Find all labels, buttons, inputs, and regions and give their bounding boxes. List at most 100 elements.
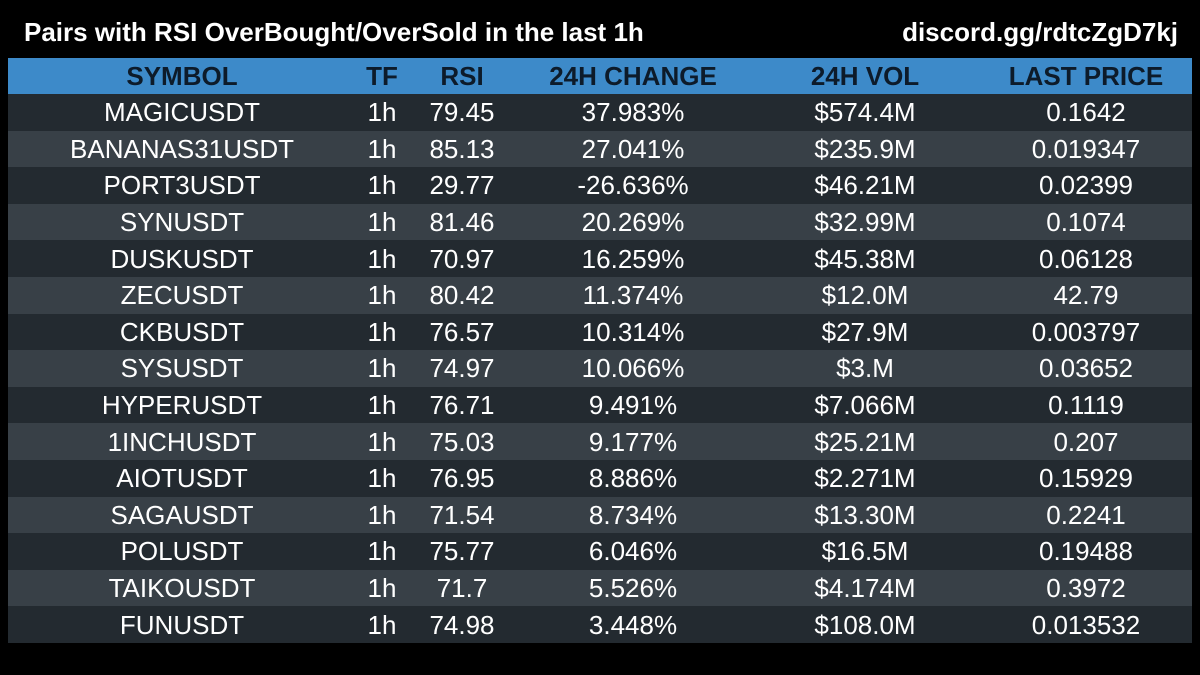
price-cell: 0.06128 (1039, 243, 1133, 274)
price-cell: 0.003797 (1031, 316, 1141, 347)
volume-cell: $12.0M (821, 280, 909, 311)
change-cell: 8.886% (588, 463, 678, 494)
change-cell: 8.734% (588, 499, 678, 530)
tf-cell: 1h (367, 280, 397, 311)
symbol-cell: SAGAUSDT (110, 499, 254, 530)
price-cell: 0.019347 (1031, 133, 1141, 164)
tf-cell: 1h (367, 353, 397, 384)
price-cell: 0.1074 (1046, 207, 1126, 238)
volume-cell: $574.4M (814, 97, 916, 128)
tf-cell: 1h (367, 207, 397, 238)
column-header-24h-vol: 24H VOL (810, 61, 920, 91)
rsi-cell: 75.03 (429, 426, 495, 457)
table-row: TAIKOUSDT 1h 71.7 5.526% $4.174M 0.3972 (8, 569, 1192, 607)
table-row: SYSUSDT 1h 74.97 10.066% $3.M 0.03652 (8, 350, 1192, 387)
change-cell: 37.983% (581, 97, 685, 128)
tf-cell: 1h (367, 316, 397, 347)
volume-cell: $32.99M (814, 207, 916, 238)
price-cell: 0.15929 (1039, 463, 1133, 494)
column-header-symbol: SYMBOL (126, 61, 238, 91)
table-row: MAGICUSDT 1h 79.45 37.983% $574.4M 0.1642 (8, 94, 1192, 131)
change-cell: 10.314% (581, 316, 685, 347)
tf-cell: 1h (367, 133, 397, 164)
volume-cell: $45.38M (814, 243, 916, 274)
tf-cell: 1h (367, 463, 397, 494)
table-row: SYNUSDT 1h 81.46 20.269% $32.99M 0.1074 (8, 203, 1192, 241)
column-header-rsi: RSI (440, 61, 484, 91)
symbol-cell: SYSUSDT (120, 353, 244, 384)
volume-cell: $16.5M (821, 536, 909, 567)
change-cell: 16.259% (581, 243, 685, 274)
table-row: BANANAS31USDT 1h 85.13 27.041% $235.9M 0.0193… (8, 130, 1192, 168)
symbol-cell: PORT3USDT (103, 170, 261, 201)
volume-cell: $46.21M (814, 170, 916, 201)
table-row: CKBUSDT 1h 76.57 10.314% $27.9M 0.003797 (8, 313, 1192, 351)
tf-cell: 1h (367, 573, 397, 604)
change-cell: -26.636% (577, 170, 689, 201)
table-row: ZECUSDT 1h 80.42 11.374% $12.0M 42.79 (8, 276, 1192, 314)
page-title: Pairs with RSI OverBought/OverSold in th… (24, 17, 644, 47)
rsi-cell: 74.98 (429, 609, 495, 640)
price-cell: 0.013532 (1031, 609, 1141, 640)
change-cell: 20.269% (581, 207, 685, 238)
volume-cell: $4.174M (814, 573, 916, 604)
price-cell: 0.1119 (1048, 390, 1124, 421)
volume-cell: $7.066M (814, 390, 916, 421)
change-cell: 3.448% (588, 609, 678, 640)
table-row: POLUSDT 1h 75.77 6.046% $16.5M 0.19488 (8, 533, 1192, 570)
symbol-cell: DUSKUSDT (110, 243, 254, 274)
rsi-cell: 75.77 (429, 536, 495, 567)
table-header-row: SYMBOL TF RSI 24H CHANGE 24H VOL LAST PR… (8, 58, 1192, 94)
table-row: HYPERUSDT 1h 76.71 9.491% $7.066M 0.1119 (8, 386, 1192, 424)
table-body: MAGICUSDT 1h 79.45 37.983% $574.4M 0.1642 BANA… (8, 94, 1192, 643)
volume-cell: $235.9M (814, 133, 916, 164)
volume-cell: $25.21M (814, 426, 916, 457)
change-cell: 9.491% (588, 390, 678, 421)
tf-cell: 1h (367, 609, 397, 640)
tf-cell: 1h (367, 426, 397, 457)
rsi-cell: 76.95 (429, 463, 495, 494)
change-cell: 27.041% (581, 133, 685, 164)
volume-cell: $108.0M (814, 609, 916, 640)
price-cell: 0.2241 (1046, 499, 1126, 530)
change-cell: 11.374% (582, 280, 684, 311)
tf-cell: 1h (367, 97, 397, 128)
table-row: AIOTUSDT 1h 76.95 8.886% $2.271M 0.15929 (8, 459, 1192, 497)
rsi-cell: 79.45 (429, 97, 495, 128)
price-cell: 0.02399 (1039, 170, 1133, 201)
change-cell: 5.526% (588, 573, 678, 604)
table-row: DUSKUSDT 1h 70.97 16.259% $45.38M 0.06128 (8, 240, 1192, 277)
price-cell: 0.207 (1053, 426, 1119, 457)
discord-link[interactable]: discord.gg/rdtcZgD7kj (902, 17, 1178, 47)
column-header-tf: TF (366, 61, 398, 91)
symbol-cell: MAGICUSDT (104, 97, 260, 128)
price-cell: 42.79 (1053, 280, 1119, 311)
tf-cell: 1h (367, 390, 397, 421)
volume-cell: $2.271M (814, 463, 916, 494)
table-row: PORT3USDT 1h 29.77 -26.636% $46.21M 0.02399 (8, 167, 1192, 204)
symbol-cell: POLUSDT (120, 536, 244, 567)
rsi-cell: 70.97 (429, 243, 495, 274)
table-row: 1INCHUSDT 1h 75.03 9.177% $25.21M 0.207 (8, 423, 1192, 460)
rsi-cell: 71.54 (429, 499, 495, 530)
symbol-cell: FUNUSDT (119, 609, 245, 640)
price-cell: 0.3972 (1046, 573, 1126, 604)
symbol-cell: TAIKOUSDT (108, 573, 256, 604)
symbol-cell: CKBUSDT (119, 316, 245, 347)
tf-cell: 1h (367, 243, 397, 274)
symbol-cell: 1INCHUSDT (107, 426, 257, 457)
rsi-cell: 76.71 (429, 390, 495, 421)
rsi-cell: 74.97 (429, 353, 495, 384)
volume-cell: $3.M (836, 353, 894, 384)
tf-cell: 1h (367, 536, 397, 567)
change-cell: 6.046% (588, 536, 678, 567)
table-row: FUNUSDT 1h 74.98 3.448% $108.0M 0.013532 (8, 606, 1192, 643)
rsi-cell: 29.77 (429, 170, 495, 201)
rsi-cell: 81.46 (429, 207, 495, 238)
rsi-cell: 85.13 (429, 133, 495, 164)
symbol-cell: HYPERUSDT (101, 390, 263, 421)
change-cell: 10.066% (581, 353, 685, 384)
volume-cell: $27.9M (821, 316, 909, 347)
rsi-cell: 80.42 (429, 280, 495, 311)
rsi-cell: 76.57 (429, 316, 495, 347)
